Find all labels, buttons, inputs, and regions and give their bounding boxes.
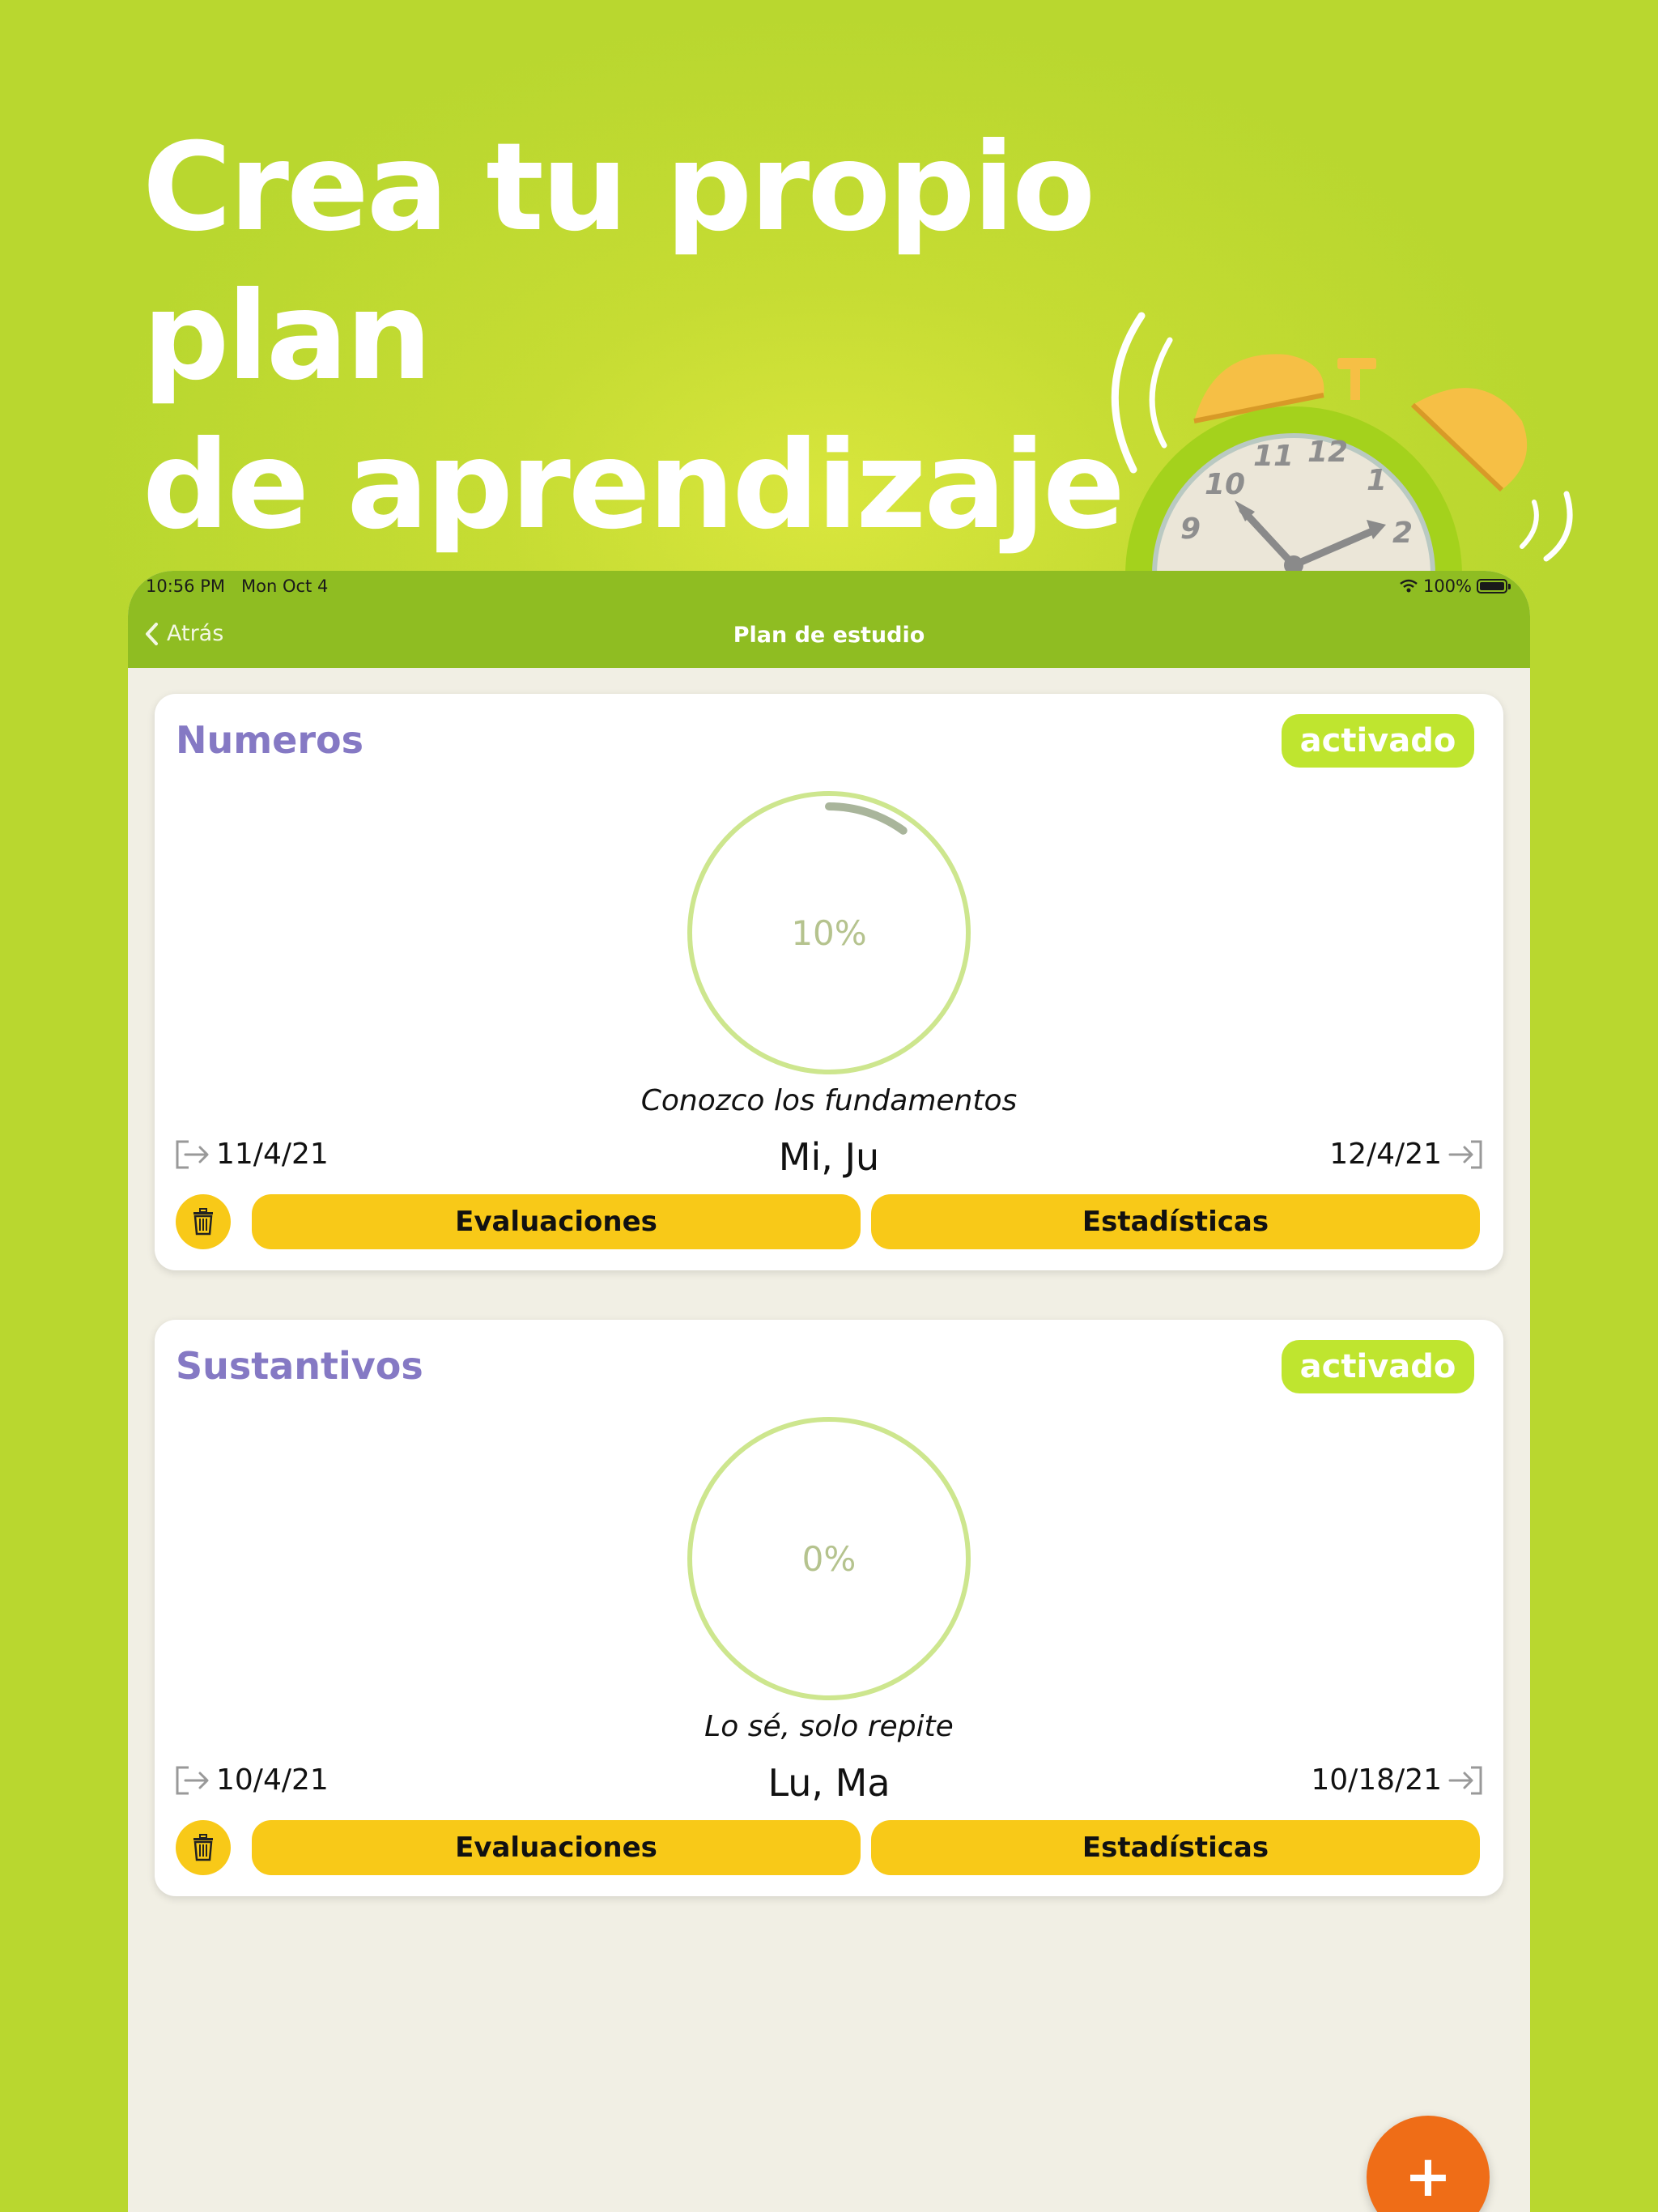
- trash-icon: [193, 1834, 213, 1861]
- sign-out-icon: [1448, 1766, 1482, 1794]
- add-plan-button[interactable]: +: [1367, 2116, 1490, 2212]
- sign-in-icon: [176, 1140, 209, 1168]
- progress-arc: [699, 802, 959, 1063]
- start-date-value: 10/4/21: [216, 1763, 329, 1797]
- headline-line-1: Crea tu propio plan: [142, 117, 1095, 407]
- clock-number-2: 2: [1392, 517, 1413, 550]
- wifi-icon: [1400, 579, 1418, 593]
- sign-in-icon: [176, 1766, 209, 1794]
- clock-number-1: 1: [1367, 464, 1387, 497]
- status-time-value: 10:56 PM: [146, 576, 225, 596]
- delete-button[interactable]: [176, 1194, 231, 1249]
- start-date: 11/4/21: [174, 1138, 329, 1171]
- level-text: Lo sé, solo repite: [704, 1710, 954, 1743]
- status-time: 10:56 PM Mon Oct 4: [146, 576, 328, 596]
- back-button[interactable]: Atrás: [144, 621, 223, 646]
- status-badge[interactable]: activado: [1282, 714, 1474, 768]
- app-screen: 10:56 PM Mon Oct 4 100% Atrás Plan de es…: [128, 571, 1530, 2212]
- plan-title: Sustantivos: [176, 1344, 423, 1388]
- chevron-left-icon: [146, 622, 158, 645]
- progress-percent: 10%: [791, 912, 867, 953]
- progress-ring: 10%: [687, 791, 971, 1074]
- delete-button[interactable]: [176, 1820, 231, 1875]
- evaluations-button[interactable]: Evaluaciones: [252, 1820, 861, 1875]
- battery-percent: 100%: [1422, 576, 1472, 596]
- plan-title: Numeros: [176, 718, 364, 762]
- end-date-value: 10/18/21: [1311, 1763, 1442, 1797]
- alarm-clock-illustration: 9 10 11 12 1 2: [1093, 300, 1595, 575]
- end-date: 10/18/21: [1311, 1763, 1484, 1797]
- navigation-bar: Atrás Plan de estudio: [128, 603, 1530, 668]
- study-days: Mi, Ju: [778, 1135, 880, 1179]
- status-date: Mon Oct 4: [241, 576, 329, 596]
- clock-number-9: 9: [1180, 513, 1201, 546]
- clock-number-12: 12: [1307, 436, 1348, 469]
- plan-card: Sustantivos activado 0% Lo sé, solo repi…: [155, 1320, 1503, 1896]
- status-right: 100%: [1399, 576, 1511, 596]
- headline-line-2: de aprendizaje: [142, 415, 1125, 556]
- end-date-value: 12/4/21: [1329, 1138, 1442, 1171]
- clock-number-11: 11: [1253, 440, 1294, 473]
- evaluations-button[interactable]: Evaluaciones: [252, 1194, 861, 1249]
- progress-ring: 0%: [687, 1417, 971, 1700]
- back-label: Atrás: [167, 621, 224, 646]
- study-days: Lu, Ma: [767, 1761, 891, 1805]
- clock-number-10: 10: [1205, 468, 1245, 501]
- progress-percent: 0%: [801, 1538, 857, 1579]
- level-text: Conozco los fundamentos: [640, 1084, 1018, 1117]
- plan-card: Numeros activado 10% Conozco los fundame…: [155, 694, 1503, 1270]
- statistics-button[interactable]: Estadísticas: [871, 1194, 1480, 1249]
- trash-icon: [193, 1208, 213, 1236]
- start-date: 10/4/21: [174, 1763, 329, 1797]
- status-bar: 10:56 PM Mon Oct 4 100%: [128, 571, 1530, 603]
- status-badge[interactable]: activado: [1282, 1340, 1474, 1393]
- battery-icon: [1477, 579, 1511, 593]
- nav-title: Plan de estudio: [733, 623, 925, 648]
- headline: Crea tu propio plan de aprendizaje: [142, 113, 1195, 560]
- statistics-button[interactable]: Estadísticas: [871, 1820, 1480, 1875]
- end-date: 12/4/21: [1329, 1138, 1484, 1171]
- sign-out-icon: [1448, 1140, 1482, 1168]
- start-date-value: 11/4/21: [216, 1138, 329, 1171]
